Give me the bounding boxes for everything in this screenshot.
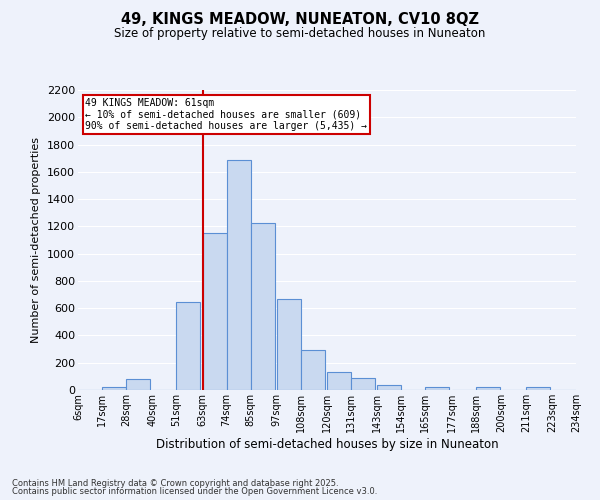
Bar — [301, 350, 325, 390]
Bar — [377, 385, 401, 390]
Text: 49, KINGS MEADOW, NUNEATON, CV10 8QZ: 49, KINGS MEADOW, NUNEATON, CV10 8QZ — [121, 12, 479, 28]
Text: Contains public sector information licensed under the Open Government Licence v3: Contains public sector information licen… — [12, 487, 377, 496]
Text: Contains HM Land Registry data © Crown copyright and database right 2025.: Contains HM Land Registry data © Crown c… — [12, 478, 338, 488]
Bar — [203, 233, 227, 390]
Bar — [476, 388, 500, 390]
Bar — [126, 379, 150, 390]
Bar — [351, 378, 375, 390]
Text: Size of property relative to semi-detached houses in Nuneaton: Size of property relative to semi-detach… — [115, 28, 485, 40]
Y-axis label: Number of semi-detached properties: Number of semi-detached properties — [31, 137, 41, 343]
Bar — [327, 372, 351, 390]
Bar — [526, 388, 550, 390]
Bar — [251, 223, 275, 390]
Bar — [227, 160, 251, 390]
Bar — [176, 302, 200, 390]
Bar — [425, 386, 449, 390]
Text: 49 KINGS MEADOW: 61sqm
← 10% of semi-detached houses are smaller (609)
90% of se: 49 KINGS MEADOW: 61sqm ← 10% of semi-det… — [85, 98, 367, 130]
Bar — [102, 386, 126, 390]
Bar — [277, 298, 301, 390]
X-axis label: Distribution of semi-detached houses by size in Nuneaton: Distribution of semi-detached houses by … — [155, 438, 499, 450]
